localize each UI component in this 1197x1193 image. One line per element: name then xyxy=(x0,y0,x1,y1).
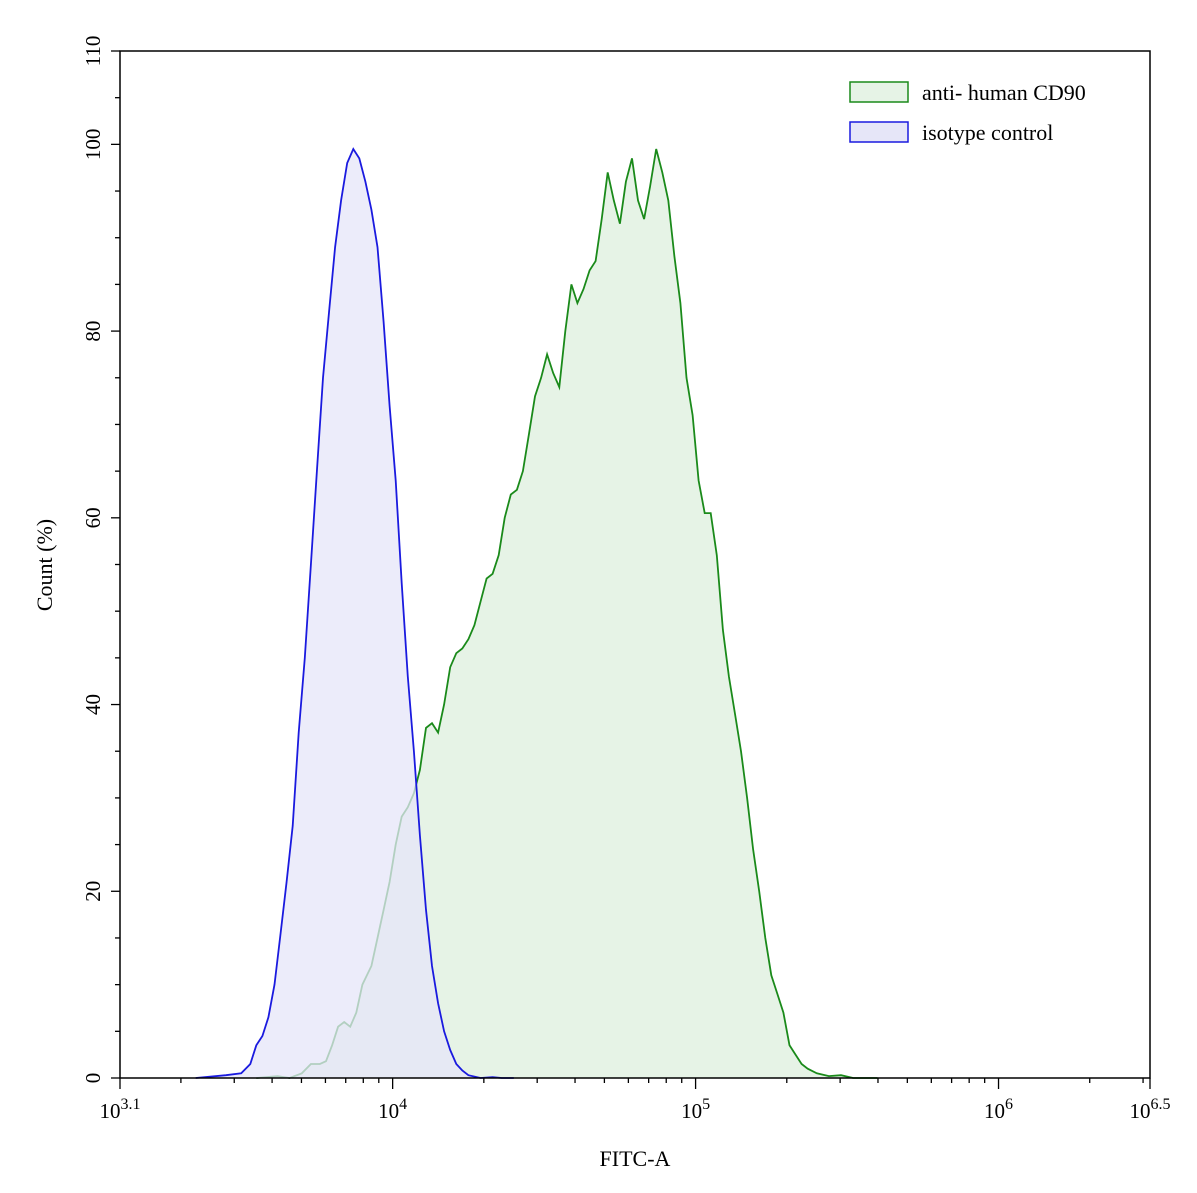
y-tick-label: 110 xyxy=(81,36,105,67)
x-tick-label: 104 xyxy=(378,1096,407,1123)
legend: anti- human CD90 isotype control xyxy=(849,80,1086,145)
x-axis: 103.1 104 105 106 106.5 xyxy=(100,1078,1171,1123)
y-tick-label: 80 xyxy=(81,321,105,342)
y-tick-label: 0 xyxy=(81,1073,105,1084)
series-line-isotype-control xyxy=(195,147,514,1079)
x-tick-label: 106.5 xyxy=(1130,1096,1171,1123)
series-layer-isotype-control xyxy=(195,147,514,1079)
y-axis: 0 20 40 60 80 100 110 xyxy=(81,36,120,1084)
y-tick-label: 60 xyxy=(81,507,105,528)
y-tick-label: 40 xyxy=(81,694,105,715)
x-tick-label: 103.1 xyxy=(100,1096,141,1123)
legend-swatch-anti-human-cd90 xyxy=(849,81,909,103)
legend-label-isotype-control: isotype control xyxy=(922,120,1053,145)
legend-swatch-isotype-control xyxy=(849,121,909,143)
x-tick-label: 106 xyxy=(984,1096,1013,1123)
legend-label-anti-human-cd90: anti- human CD90 xyxy=(922,80,1086,105)
y-axis-title: Count (%) xyxy=(32,519,57,611)
y-tick-label: 20 xyxy=(81,881,105,902)
series-area-isotype-control xyxy=(195,149,514,1078)
x-tick-label: 105 xyxy=(681,1096,710,1123)
x-axis-title: FITC-A xyxy=(600,1146,671,1171)
y-tick-label: 100 xyxy=(81,129,105,161)
